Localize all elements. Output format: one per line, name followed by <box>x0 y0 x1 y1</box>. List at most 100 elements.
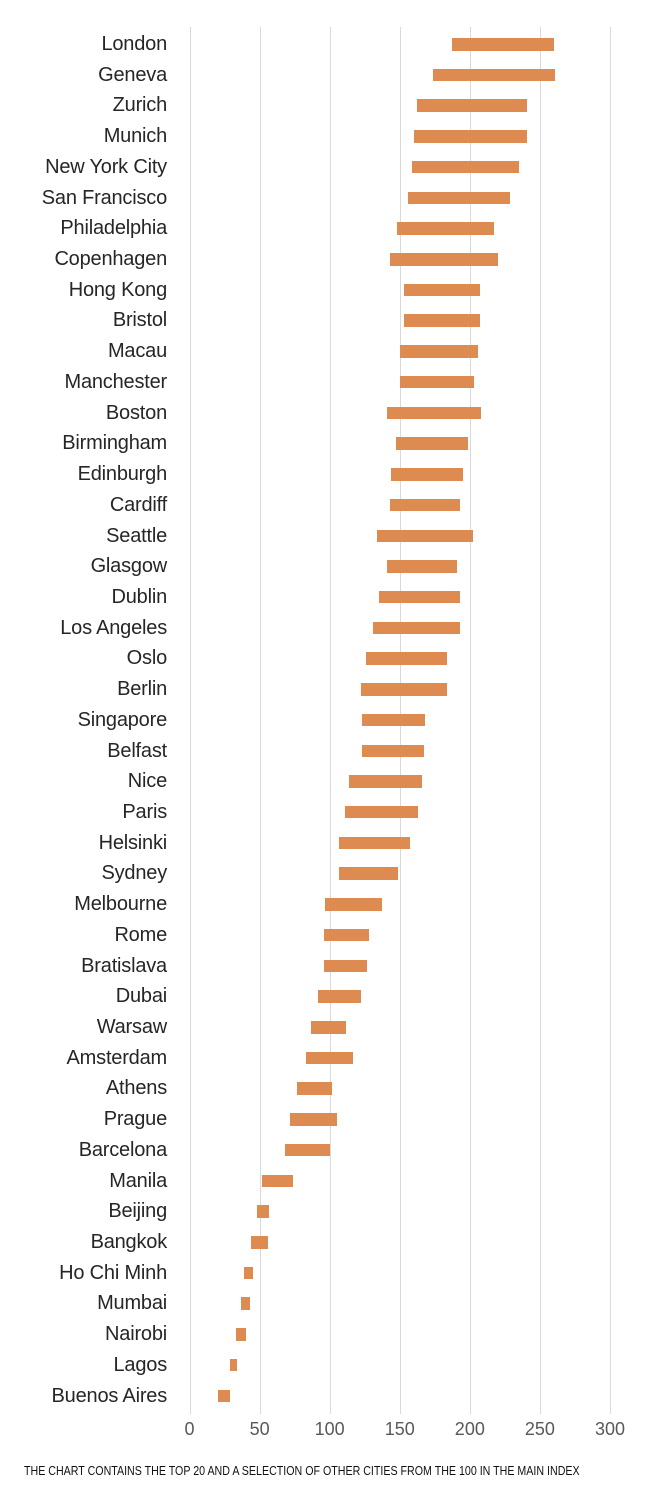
category-label: Manila <box>109 1169 167 1192</box>
range-bar <box>230 1358 238 1372</box>
chart-row: Melbourne <box>0 889 650 920</box>
chart-row: Paris <box>0 797 650 828</box>
chart-row: Belfast <box>0 736 650 767</box>
chart-row: Oslo <box>0 643 650 674</box>
category-label: Athens <box>105 1077 167 1100</box>
category-label: Rome <box>114 923 167 946</box>
range-bar <box>325 898 382 911</box>
chart-row: Philadelphia <box>0 213 650 244</box>
category-label: Seattle <box>106 524 167 547</box>
gridline <box>189 27 191 1414</box>
range-bar <box>235 1328 246 1341</box>
chart-row: Lagos <box>0 1350 650 1381</box>
category-label: Helsinki <box>98 831 168 854</box>
gridline <box>610 27 611 1414</box>
range-bar <box>349 775 423 788</box>
chart-row: Boston <box>0 398 650 429</box>
range-bar <box>433 68 556 82</box>
range-bar <box>387 406 482 420</box>
range-bar <box>389 498 461 512</box>
chart-row: Mumbai <box>0 1288 650 1319</box>
chart-footnote: THE CHART CONTAINS THE TOP 20 AND A SELE… <box>24 1463 580 1478</box>
category-label: Philadelphia <box>60 217 167 240</box>
range-bar <box>395 437 469 450</box>
range-bar <box>244 1266 253 1280</box>
category-label: Dubai <box>115 985 167 1008</box>
category-label: Amsterdam <box>66 1046 168 1069</box>
category-label: Bangkok <box>90 1231 168 1254</box>
chart-row: New York City <box>0 152 650 183</box>
range-bar <box>311 1021 347 1034</box>
chart-row: Geneva <box>0 60 650 91</box>
chart-row: Dublin <box>0 582 650 613</box>
chart-row: Glasgow <box>0 551 650 582</box>
x-axis-tick-label: 200 <box>454 1419 485 1439</box>
chart-row: San Francisco <box>0 183 650 214</box>
range-bar <box>377 529 473 542</box>
range-bar <box>391 468 463 481</box>
category-label: Munich <box>103 125 167 148</box>
x-axis: 0 50 100 150 200 250 300 <box>0 1419 650 1445</box>
category-label: Belfast <box>107 739 167 762</box>
range-bar <box>345 805 418 819</box>
range-bar <box>399 345 479 358</box>
category-label: Hong Kong <box>68 278 167 301</box>
category-label: Lagos <box>113 1353 168 1376</box>
category-label: Oslo <box>126 647 168 670</box>
x-axis-tick-label: 300 <box>594 1419 626 1439</box>
chart-row: Macau <box>0 336 650 367</box>
range-bar <box>396 222 494 235</box>
category-label: Singapore <box>77 708 168 731</box>
chart-row: Singapore <box>0 705 650 736</box>
chart-row: Barcelona <box>0 1135 650 1166</box>
chart-row: Prague <box>0 1104 650 1135</box>
range-bar <box>339 867 399 880</box>
chart-row: Birmingham <box>0 428 650 459</box>
category-label: Dublin <box>111 585 168 608</box>
chart-row: Edinburgh <box>0 459 650 490</box>
range-bar <box>324 928 369 942</box>
range-bar <box>412 160 519 174</box>
chart-row: Bristol <box>0 305 650 336</box>
range-bar <box>403 283 480 297</box>
category-label: San Francisco <box>41 186 167 209</box>
range-bar <box>217 1389 231 1403</box>
category-label: Bristol <box>112 309 167 332</box>
range-bar <box>262 1174 294 1188</box>
category-label: Birmingham <box>62 432 167 455</box>
range-bar <box>305 1051 354 1065</box>
chart-row: Rome <box>0 920 650 951</box>
range-bar <box>416 99 528 112</box>
category-label: Berlin <box>117 678 167 701</box>
category-label: Boston <box>105 401 167 424</box>
category-label: Ho Chi Minh <box>59 1261 167 1284</box>
category-label: Nice <box>127 770 167 793</box>
range-bar <box>387 560 458 573</box>
chart-row: Sydney <box>0 858 650 889</box>
range-bar <box>284 1143 330 1157</box>
range-bar <box>366 652 448 665</box>
range-bar <box>399 375 475 389</box>
chart-row: Munich <box>0 121 650 152</box>
chart-row: Ho Chi Minh <box>0 1258 650 1289</box>
category-label: Sydney <box>101 862 167 885</box>
category-label: Manchester <box>64 370 168 393</box>
chart-row: London <box>0 29 650 60</box>
category-label: Los Angeles <box>60 616 167 639</box>
category-label: Zurich <box>112 94 168 117</box>
chart-row: Dubai <box>0 981 650 1012</box>
range-bar <box>373 621 460 635</box>
range-bar <box>251 1236 268 1249</box>
category-label: Warsaw <box>96 1016 167 1038</box>
chart-row: Berlin <box>0 674 650 705</box>
gridline <box>329 27 331 1414</box>
range-bar <box>318 990 361 1003</box>
chart-row: Hong Kong <box>0 275 650 306</box>
x-axis-tick-label: 100 <box>314 1419 345 1439</box>
chart-row: Copenhagen <box>0 244 650 275</box>
category-label: London <box>101 33 167 55</box>
chart-row: Cardiff <box>0 490 650 521</box>
x-axis-tick-label: 50 <box>249 1419 270 1439</box>
x-axis-tick-label: 250 <box>524 1419 555 1439</box>
gridline <box>469 27 471 1414</box>
